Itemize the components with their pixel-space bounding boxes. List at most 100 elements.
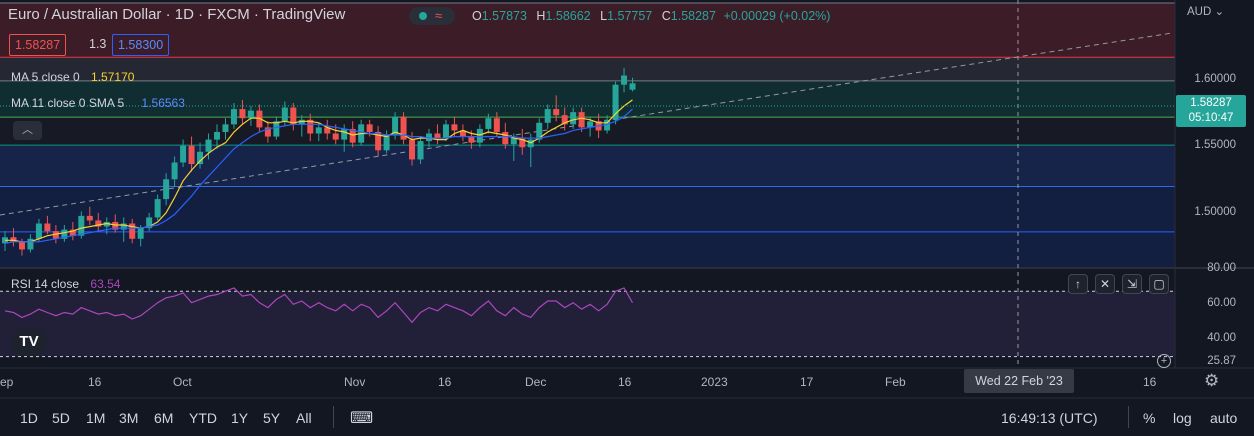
maximize-pane-button[interactable]: ▢ bbox=[1149, 274, 1169, 294]
candle-body bbox=[180, 145, 187, 163]
last-price-tag: 1.58287 05:10:47 bbox=[1176, 95, 1246, 127]
candle-body bbox=[629, 83, 636, 90]
candle-body bbox=[604, 119, 611, 131]
time-tick: ep bbox=[0, 375, 14, 389]
clock-timezone[interactable]: 16:49:13 (UTC) bbox=[1001, 410, 1098, 426]
time-tick: 17 bbox=[800, 375, 814, 389]
rsi-band bbox=[0, 291, 1175, 357]
candle-body bbox=[485, 118, 492, 129]
candle-body bbox=[587, 121, 594, 128]
price-tick: 1.55000 bbox=[1194, 139, 1236, 151]
candle-body bbox=[315, 127, 322, 134]
log-scale-button[interactable]: log bbox=[1173, 410, 1192, 426]
close-value: 1.58287 bbox=[670, 9, 716, 23]
candle-body bbox=[612, 84, 619, 120]
rsi-legend[interactable]: RSI 14 close 63.54 bbox=[11, 277, 120, 291]
time-tick: Feb bbox=[885, 375, 906, 389]
tradingview-logo[interactable]: TV bbox=[11, 328, 47, 356]
range-6m-button[interactable]: 6M bbox=[154, 410, 174, 426]
currency-selector[interactable]: AUD ⌄ bbox=[1187, 4, 1224, 18]
candle-body bbox=[112, 221, 119, 230]
candle-body bbox=[256, 110, 263, 128]
sell-button[interactable]: 1.58287 bbox=[9, 34, 67, 56]
ma11-legend[interactable]: MA 11 close 0 SMA 5 1.56563 bbox=[11, 96, 185, 110]
auto-scale-button[interactable]: auto bbox=[1210, 410, 1238, 426]
candle-body bbox=[392, 116, 399, 136]
candle-body bbox=[239, 109, 246, 119]
candle-body bbox=[493, 118, 500, 132]
range-3m-button[interactable]: 3M bbox=[119, 410, 139, 426]
candle-body bbox=[409, 139, 416, 160]
candle-body bbox=[230, 109, 237, 125]
candle-body bbox=[163, 179, 170, 200]
collapse-legend-button[interactable]: ︿ bbox=[13, 121, 42, 140]
range-5y-button[interactable]: 5Y bbox=[263, 410, 281, 426]
chevron-up-icon: ︿ bbox=[22, 124, 33, 136]
candle-body bbox=[468, 136, 475, 143]
ma5-legend[interactable]: MA 5 close 0 1.57170 bbox=[11, 70, 134, 84]
ma11-line bbox=[4, 108, 633, 244]
candle-body bbox=[298, 119, 305, 125]
move-pane-up-button[interactable]: ↑ bbox=[1068, 274, 1088, 294]
fib-band bbox=[0, 80, 1175, 118]
candle-body bbox=[570, 112, 577, 125]
collapse-pane-button[interactable]: ⇲ bbox=[1122, 274, 1142, 294]
range-ytd-button[interactable]: YTD bbox=[189, 410, 217, 426]
buy-button[interactable]: 1.58300 bbox=[112, 34, 170, 56]
rsi-line bbox=[4, 287, 634, 324]
ma5-label: MA 5 close 0 bbox=[11, 70, 80, 84]
time-tick: 16 bbox=[618, 375, 632, 389]
candle-body bbox=[154, 199, 161, 218]
range-all-button[interactable]: All bbox=[296, 410, 312, 426]
open-value: 1.57873 bbox=[481, 9, 527, 23]
time-tick: Oct bbox=[173, 375, 192, 389]
candle-body bbox=[332, 133, 339, 140]
open-label: O bbox=[472, 9, 482, 23]
market-status-pill[interactable]: ≈ bbox=[409, 7, 455, 25]
divider bbox=[333, 406, 334, 428]
bar-countdown: 05:10:47 bbox=[1188, 112, 1234, 124]
candle-body bbox=[120, 223, 127, 230]
delete-pane-button[interactable]: ✕ bbox=[1095, 274, 1115, 294]
candle-body bbox=[129, 223, 136, 239]
candle-body bbox=[349, 128, 356, 143]
candle-body bbox=[86, 215, 93, 221]
candle-body bbox=[375, 131, 382, 151]
rsi-tick: 40.00 bbox=[1207, 332, 1236, 344]
candle-body bbox=[442, 124, 449, 139]
range-5d-button[interactable]: 5D bbox=[52, 410, 70, 426]
candle-body bbox=[18, 241, 25, 250]
percent-scale-button[interactable]: % bbox=[1143, 410, 1156, 426]
candle-body bbox=[273, 121, 280, 137]
gear-icon[interactable]: ⚙ bbox=[1204, 371, 1220, 390]
candle-body bbox=[146, 217, 153, 229]
candle-body bbox=[510, 138, 517, 145]
candle-body bbox=[69, 229, 76, 236]
low-label: L bbox=[600, 9, 608, 23]
candle-body bbox=[417, 141, 424, 160]
candle-body bbox=[553, 109, 560, 116]
range-1y-button[interactable]: 1Y bbox=[231, 410, 249, 426]
candle-body bbox=[281, 107, 288, 122]
candle-body bbox=[324, 127, 331, 134]
currency-label: AUD bbox=[1187, 6, 1212, 18]
time-tick: 16 bbox=[88, 375, 102, 389]
add-icon[interactable]: + bbox=[1157, 354, 1171, 368]
candle-body bbox=[290, 107, 297, 125]
candle-series bbox=[2, 67, 636, 256]
market-open-icon bbox=[419, 12, 427, 20]
candle-body bbox=[307, 119, 314, 134]
symbol-title[interactable]: Euro / Australian Dollar · 1D · FXCM · T… bbox=[8, 6, 346, 23]
candle-body bbox=[383, 135, 390, 151]
change-value: +0.00029 (+0.02%) bbox=[723, 9, 831, 23]
fibonacci-retracement[interactable] bbox=[0, 2, 1175, 267]
candle-body bbox=[61, 229, 68, 239]
range-1d-button[interactable]: 1D bbox=[20, 410, 38, 426]
range-1m-button[interactable]: 1M bbox=[86, 410, 106, 426]
date-range-icon[interactable]: ⌨ bbox=[350, 410, 374, 427]
price-tick: 1.60000 bbox=[1194, 73, 1236, 85]
candle-body bbox=[502, 131, 509, 145]
candle-body bbox=[341, 128, 348, 140]
candle-body bbox=[519, 138, 526, 148]
